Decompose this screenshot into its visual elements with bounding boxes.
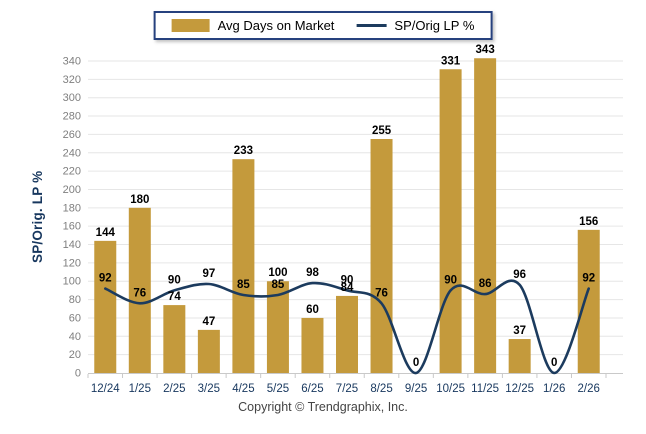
x-tick-label: 2/25 — [163, 383, 185, 395]
line-value-label: 85 — [237, 279, 250, 291]
bar-value-label: 180 — [130, 194, 149, 206]
bar-avg-days-on-market — [508, 339, 531, 373]
bar-legend-label: Avg Days on Market — [217, 18, 335, 33]
y-axis-title: SP/Orig. LP % — [30, 170, 45, 264]
y-tick-label: 180 — [63, 202, 81, 214]
x-tick-label: 2/26 — [578, 383, 600, 395]
x-tick-label: 12/25 — [505, 383, 534, 395]
bar-avg-days-on-market — [336, 295, 358, 373]
bar-value-label: 100 — [268, 267, 287, 279]
x-tick-label: 1/25 — [129, 383, 151, 395]
line-value-label: 97 — [202, 268, 215, 280]
x-tick-label: 12/24 — [91, 383, 120, 395]
x-tick-label: 1/26 — [543, 383, 565, 395]
bar-avg-days-on-market — [197, 329, 220, 373]
bar-avg-days-on-market — [266, 281, 289, 373]
line-value-label: 0 — [551, 357, 557, 369]
y-tick-label: 60 — [69, 312, 81, 324]
bar-avg-days-on-market — [439, 69, 462, 374]
y-tick-label: 40 — [69, 331, 81, 343]
y-tick-label: 0 — [75, 368, 81, 380]
line-value-label: 0 — [413, 357, 419, 369]
bar-value-label: 37 — [513, 325, 526, 337]
bar-value-label: 60 — [306, 304, 319, 316]
line-legend-swatch — [356, 24, 387, 27]
y-tick-label: 280 — [63, 111, 81, 123]
y-tick-label: 340 — [63, 56, 81, 68]
copyright: Copyright © Trendgraphix, Inc. — [238, 400, 408, 414]
bar-value-label: 144 — [96, 227, 116, 239]
bar-value-label: 255 — [372, 125, 392, 137]
line-value-label: 76 — [133, 287, 146, 299]
x-tick-label: 11/25 — [471, 383, 499, 395]
bar-avg-days-on-market — [577, 229, 600, 373]
bar-value-label: 331 — [441, 55, 461, 67]
line-value-label: 92 — [99, 273, 112, 285]
y-tick-label: 140 — [63, 239, 81, 251]
y-tick-label: 200 — [63, 184, 81, 196]
y-tick-label: 260 — [63, 129, 81, 141]
bar-value-label: 47 — [202, 316, 215, 328]
y-tick-label: 300 — [63, 92, 81, 104]
x-tick-label: 8/25 — [370, 383, 392, 395]
legend: Avg Days on Market SP/Orig LP % — [153, 11, 493, 40]
line-value-label: 90 — [168, 274, 181, 286]
sp-orig-lp-line — [104, 279, 590, 375]
bar-value-label: 156 — [579, 216, 598, 228]
line-value-label: 90 — [444, 274, 457, 286]
bar-avg-days-on-market — [94, 240, 117, 373]
x-tick-label: 4/25 — [232, 383, 254, 395]
line-legend-label: SP/Orig LP % — [394, 18, 475, 33]
y-tick-label: 20 — [69, 349, 81, 361]
y-tick-label: 320 — [63, 74, 81, 86]
y-tick-label: 220 — [63, 166, 81, 178]
line-value-label: 98 — [306, 267, 319, 279]
line-value-label: 92 — [582, 273, 595, 285]
y-tick-label: 160 — [63, 221, 81, 233]
y-tick-label: 120 — [63, 257, 81, 269]
bar-value-label: 233 — [234, 145, 253, 157]
bar-value-label: 84 — [341, 282, 354, 294]
bar-value-label: 343 — [476, 44, 495, 56]
x-tick-label: 6/25 — [301, 383, 323, 395]
bar-avg-days-on-market — [163, 305, 186, 373]
bar-avg-days-on-market — [232, 159, 255, 373]
y-tick-label: 80 — [69, 294, 81, 306]
y-tick-label: 240 — [63, 147, 81, 159]
x-tick-label: 7/25 — [336, 383, 358, 395]
bar-avg-days-on-market — [128, 207, 151, 373]
x-tick-label: 10/25 — [436, 383, 465, 395]
bar-avg-days-on-market — [301, 317, 324, 373]
x-tick-label: 3/25 — [198, 383, 220, 395]
line-value-label: 90 — [341, 274, 354, 286]
bar-value-label: 74 — [168, 291, 181, 303]
line-value-label: 76 — [375, 287, 388, 299]
y-tick-label: 100 — [63, 276, 81, 288]
bar-avg-days-on-market — [474, 58, 497, 373]
line-value-label: 96 — [513, 269, 526, 281]
line-value-label: 86 — [479, 278, 492, 290]
x-tick-label: 5/25 — [267, 383, 289, 395]
x-tick-label: 9/25 — [405, 383, 427, 395]
line-value-label: 85 — [272, 279, 285, 291]
bar-legend-swatch — [171, 19, 210, 32]
bar-avg-days-on-market — [370, 139, 393, 373]
